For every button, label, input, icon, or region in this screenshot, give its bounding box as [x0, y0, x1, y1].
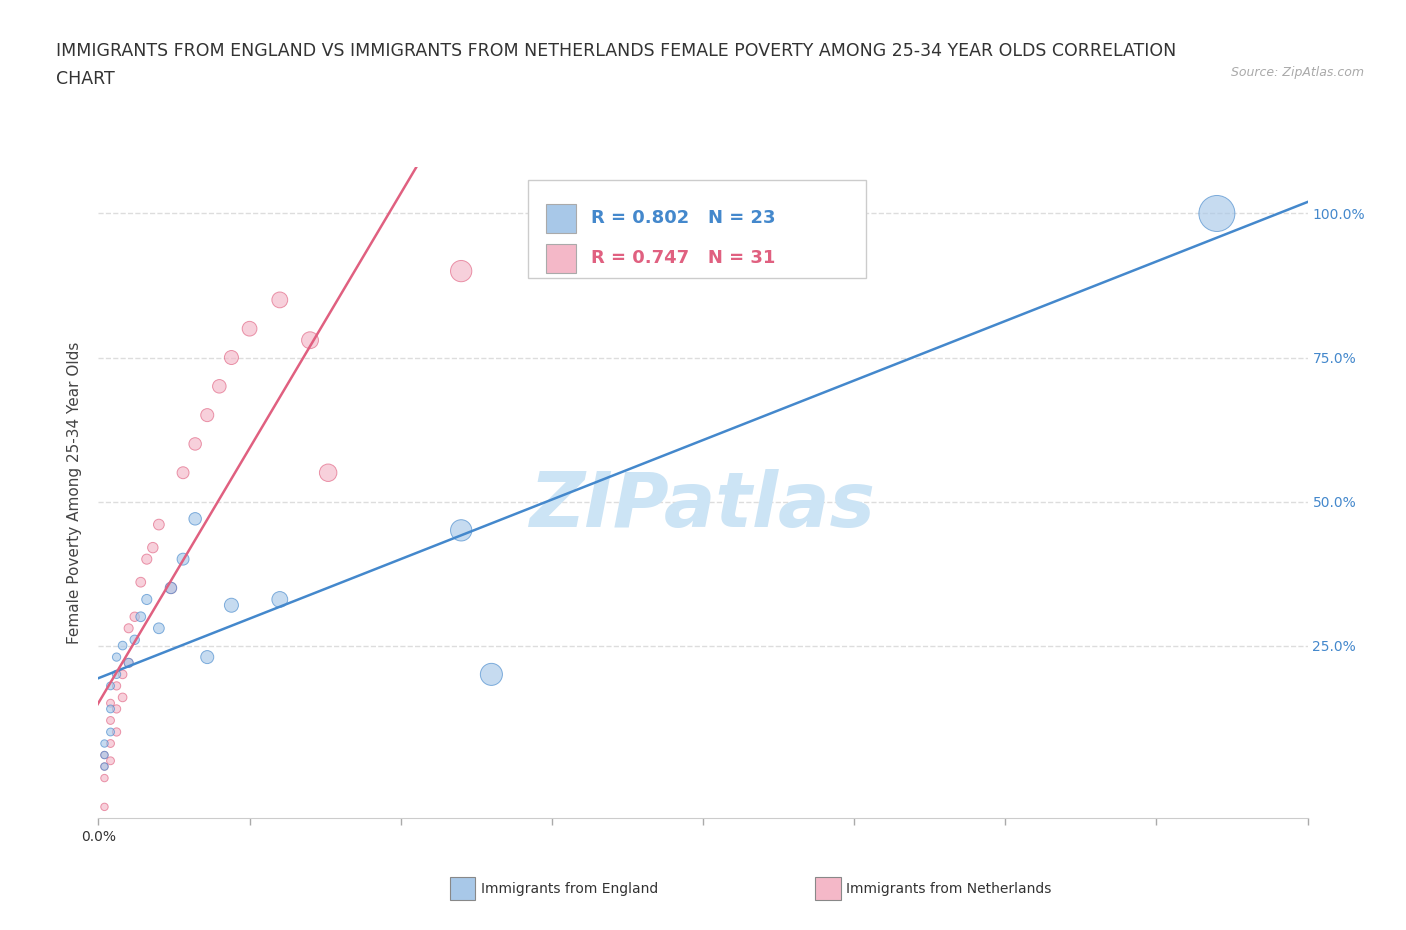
Point: [135, 592, 157, 607]
Point: [118, 621, 141, 636]
Point: [299, 333, 322, 348]
Point: [93, 759, 115, 774]
Point: [148, 621, 170, 636]
Point: [105, 724, 128, 739]
Point: [118, 656, 141, 671]
Point: [172, 465, 194, 480]
Point: [105, 650, 128, 665]
Point: [221, 350, 243, 365]
Point: [100, 724, 122, 739]
Point: [111, 667, 134, 682]
Point: [160, 580, 183, 595]
Point: [450, 523, 472, 538]
Point: [450, 264, 472, 279]
Point: [184, 436, 207, 451]
Point: [100, 753, 122, 768]
Point: [208, 379, 231, 393]
Point: [124, 632, 146, 647]
Point: [172, 551, 194, 566]
Point: [111, 638, 134, 653]
Point: [269, 292, 291, 307]
Point: [93, 748, 115, 763]
Point: [269, 592, 291, 607]
Point: [100, 701, 122, 716]
Point: [105, 701, 128, 716]
Point: [195, 407, 218, 422]
Point: [142, 540, 165, 555]
Text: Source: ZipAtlas.com: Source: ZipAtlas.com: [1230, 66, 1364, 79]
Text: Immigrants from Netherlands: Immigrants from Netherlands: [846, 882, 1052, 897]
Text: Immigrants from England: Immigrants from England: [481, 882, 658, 897]
Point: [148, 517, 170, 532]
Point: [135, 551, 157, 566]
Text: CHART: CHART: [56, 71, 115, 88]
Point: [239, 321, 262, 336]
Point: [129, 609, 152, 624]
Point: [221, 598, 243, 613]
Point: [160, 580, 183, 595]
Point: [93, 800, 115, 815]
Point: [93, 748, 115, 763]
Point: [93, 736, 115, 751]
FancyBboxPatch shape: [527, 180, 866, 278]
Point: [93, 771, 115, 786]
Text: R = 0.747   N = 31: R = 0.747 N = 31: [591, 249, 775, 268]
Point: [195, 650, 218, 665]
Point: [1206, 206, 1229, 221]
Point: [93, 759, 115, 774]
Point: [481, 667, 503, 682]
Point: [316, 465, 339, 480]
Point: [100, 713, 122, 728]
Point: [129, 575, 152, 590]
Bar: [546, 244, 576, 273]
Y-axis label: Female Poverty Among 25-34 Year Olds: Female Poverty Among 25-34 Year Olds: [67, 341, 83, 644]
Point: [100, 679, 122, 694]
Text: R = 0.802   N = 23: R = 0.802 N = 23: [591, 209, 775, 227]
Point: [124, 609, 146, 624]
Point: [184, 512, 207, 526]
Point: [100, 696, 122, 711]
Text: ZIPatlas: ZIPatlas: [530, 469, 876, 543]
Text: IMMIGRANTS FROM ENGLAND VS IMMIGRANTS FROM NETHERLANDS FEMALE POVERTY AMONG 25-3: IMMIGRANTS FROM ENGLAND VS IMMIGRANTS FR…: [56, 43, 1177, 60]
Point: [105, 667, 128, 682]
Point: [111, 690, 134, 705]
Point: [118, 656, 141, 671]
Bar: [546, 204, 576, 232]
Point: [105, 679, 128, 694]
Point: [100, 736, 122, 751]
